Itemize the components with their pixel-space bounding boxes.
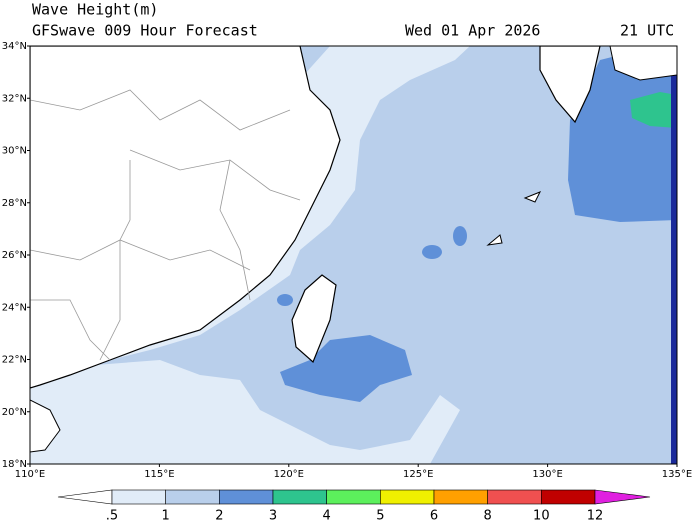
colorbar-label: 4 [323,509,331,524]
colorbar-segment [165,489,220,505]
hainan [30,399,61,453]
lat-label: 26°N [2,250,27,261]
island [486,234,503,246]
colorbar-label: 10 [533,509,550,524]
colorbar-label: 2 [215,509,223,524]
island [523,191,542,203]
lat-label: 30°N [2,146,27,157]
province-border [30,89,291,131]
colorbar-label: 6 [430,509,438,524]
colorbar-segment [111,489,166,505]
shikoku [609,46,677,81]
colorbar-low [57,489,113,505]
date: Wed 01 Apr 2026 [405,22,540,40]
lon-label: 120°E [274,469,304,480]
lat-label: 24°N [2,302,27,313]
colorbar-segment [380,489,435,505]
lat-label: 34°N [2,41,27,52]
patch [277,294,293,306]
lon-label: 135°E [662,469,692,480]
subtitle: GFSwave 009 Hour Forecast [32,22,258,40]
lon-label: 130°E [532,469,562,480]
colorbar-label: 5 [376,509,384,524]
colorbar-segment [433,489,488,505]
lat-label: 18°N [2,459,27,470]
colorbar-segment [487,489,542,505]
east-high [568,50,677,222]
province-border [30,239,251,271]
colorbar-label: 12 [587,509,604,524]
mainland [30,46,341,389]
south-band [30,360,460,464]
time: 21 UTC [620,22,674,40]
lat-label: 22°N [2,355,27,366]
lon-label: 115°E [144,469,174,480]
patch [422,245,442,259]
taiwan [291,274,337,364]
colorbar-label: 3 [269,509,277,524]
colorbar-high [594,489,651,505]
lon-label: 125°E [403,469,433,480]
strait-high [280,335,412,402]
colorbar-label: .5 [106,509,118,524]
colorbar-label: 1 [162,509,170,524]
lat-label: 32°N [2,93,27,104]
map [29,45,678,465]
province-border [30,299,111,361]
kyushu [539,46,601,124]
title: Wave Height(m) [32,1,158,19]
patch [453,226,467,246]
lat-label: 20°N [2,407,27,418]
colorbar-segment [272,489,327,505]
colorbar-label: 8 [484,509,492,524]
edge [671,46,677,464]
colorbar-segment [541,489,596,505]
colorbar-segment [326,489,381,505]
lat-label: 28°N [2,198,27,209]
province-border [219,159,251,301]
east-peak [630,92,677,128]
lon-label: 110°E [15,469,45,480]
province-border [99,160,131,361]
colorbar-segment [219,489,274,505]
